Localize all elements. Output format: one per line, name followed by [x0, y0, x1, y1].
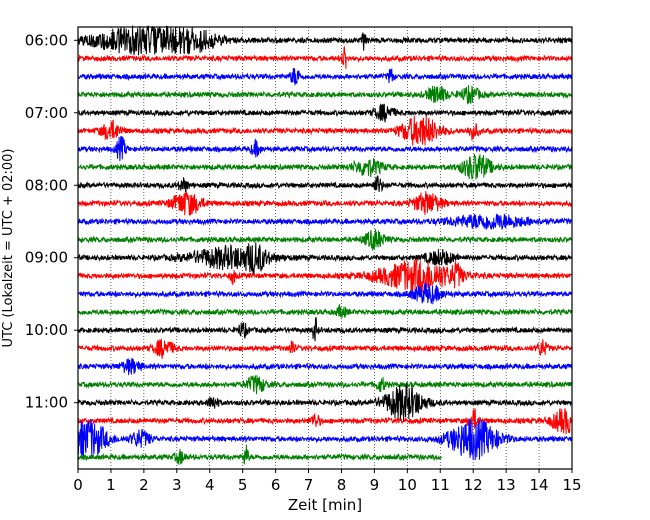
- trace-1045: [77, 375, 573, 395]
- trace-0930: [77, 282, 573, 305]
- trace-0630: [77, 67, 573, 86]
- y-tick-label: 06:00: [25, 31, 68, 49]
- trace-0815: [77, 190, 573, 216]
- trace-1130: [77, 418, 573, 461]
- x-tick-label: 11: [431, 476, 450, 494]
- trace-1100: [77, 382, 573, 423]
- x-tick-label: 8: [337, 476, 347, 494]
- trace-1030: [77, 357, 573, 376]
- y-axis-label: UTC (Lokalzeit = UTC + 02:00): [1, 149, 16, 348]
- x-tick-label: 15: [562, 476, 581, 494]
- x-tick-label: 3: [172, 476, 182, 494]
- trace-1000: [77, 316, 573, 342]
- trace-0730: [77, 135, 573, 162]
- trace-0600: [77, 25, 573, 56]
- x-axis: 0 1 2 3 4 5 6 7 8 9 10 11 12 13 14 15: [73, 469, 582, 494]
- trace-0645: [77, 85, 573, 105]
- trace-1115: [77, 408, 573, 435]
- trace-0745: [77, 153, 573, 180]
- y-tick-label: 11:00: [25, 394, 68, 412]
- x-tick-label: 2: [139, 476, 149, 494]
- y-tick-label: 10:00: [25, 321, 68, 339]
- x-tick-label: 1: [106, 476, 116, 494]
- trace-0800: [77, 175, 573, 193]
- x-tick-label: 0: [73, 476, 83, 494]
- y-tick-label: 09:00: [25, 249, 68, 267]
- trace-1015: [77, 338, 573, 359]
- x-tick-label: 9: [370, 476, 380, 494]
- trace-0830: [77, 213, 573, 230]
- trace-0715: [77, 115, 573, 146]
- trace-0615: [77, 45, 573, 69]
- x-tick-label: 13: [497, 476, 516, 494]
- y-tick-label: 08:00: [25, 176, 68, 194]
- y-axis: 06:00 07:00 08:00 09:00 10:00 11:00: [25, 31, 78, 412]
- x-tick-label: 14: [530, 476, 549, 494]
- x-axis-label: Zeit [min]: [288, 496, 362, 514]
- trace-group: [77, 25, 573, 465]
- x-tick-label: 7: [304, 476, 314, 494]
- trace-0945: [77, 303, 573, 318]
- trace-0700: [77, 103, 573, 123]
- y-tick-label: 07:00: [25, 104, 68, 122]
- trace-0915: [77, 258, 573, 293]
- trace-0900: [77, 242, 573, 276]
- trace-0845: [77, 228, 573, 251]
- x-tick-label: 6: [271, 476, 281, 494]
- x-tick-label: 10: [398, 476, 417, 494]
- x-tick-label: 5: [238, 476, 248, 494]
- x-tick-label: 4: [205, 476, 215, 494]
- x-tick-label: 12: [464, 476, 483, 494]
- trace-1145: [77, 444, 442, 465]
- plot-frame: [77, 26, 573, 470]
